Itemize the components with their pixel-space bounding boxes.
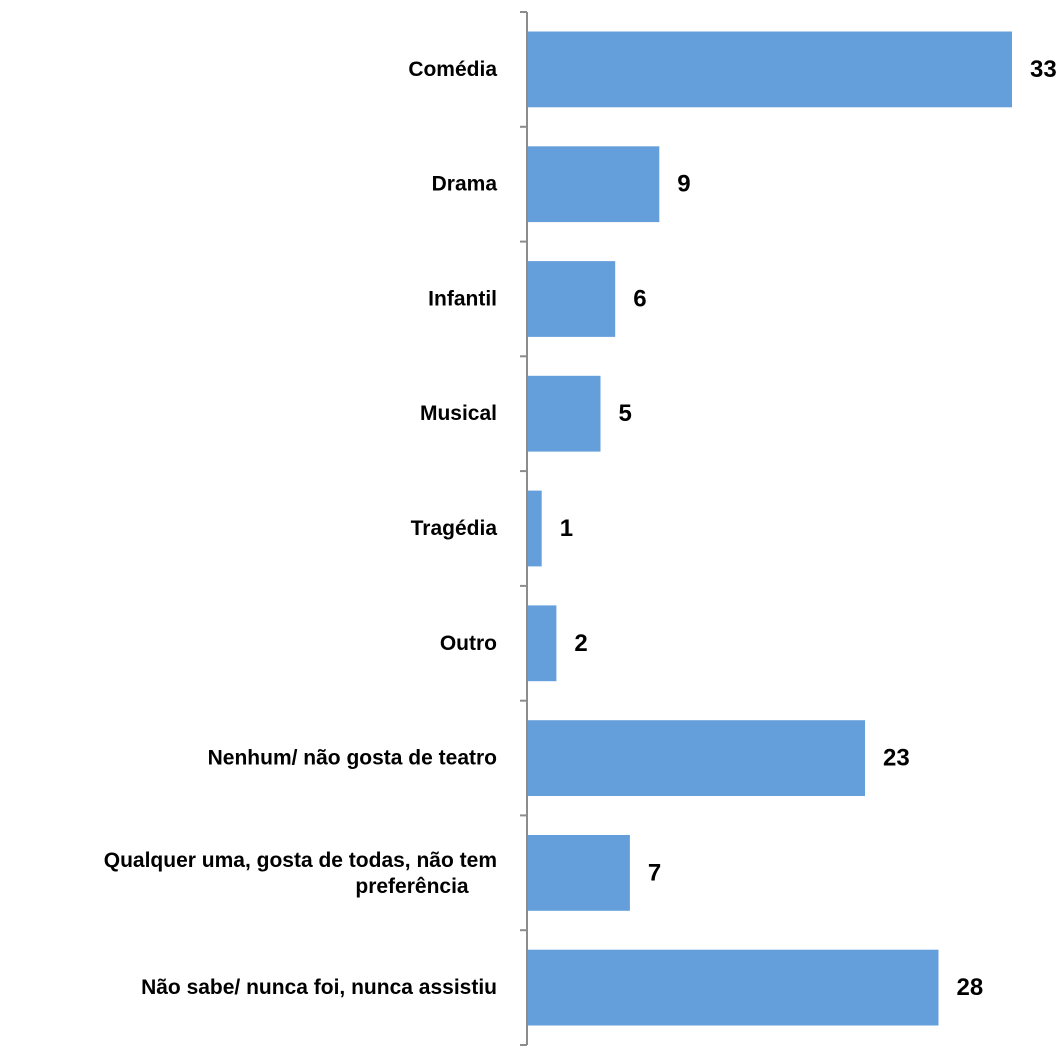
data-label-2: 9 — [677, 171, 690, 198]
category-label-6: Outro — [440, 632, 497, 655]
category-label-line: preferência — [355, 874, 469, 897]
category-label-5: Tragédia — [411, 517, 498, 540]
data-label-1: 33 — [1030, 56, 1057, 83]
category-label-1: Comédia — [408, 58, 497, 81]
bar-5 — [527, 490, 542, 567]
category-label-9: Não sabe/ nunca foi, nunca assistiu — [141, 976, 497, 999]
bar-6 — [527, 605, 557, 682]
axis-layer — [520, 11, 528, 1046]
data-label-5: 1 — [560, 515, 573, 542]
data-label-6: 2 — [574, 630, 587, 657]
bar-4 — [527, 375, 601, 452]
bar-1 — [527, 31, 1012, 108]
category-label-2: Drama — [432, 173, 498, 196]
data-label-4: 5 — [619, 400, 632, 427]
data-label-7: 23 — [883, 745, 910, 772]
bar-7 — [527, 720, 865, 796]
category-label-7: Nenhum/ não gosta de teatro — [208, 747, 497, 770]
category-label-8: Qualquer uma, gosta de todas, não tem pre… — [104, 848, 497, 897]
bars-layer — [527, 31, 1012, 1026]
category-label-4: Musical — [420, 402, 497, 425]
category-label-3: Infantil — [428, 287, 497, 310]
bar-8 — [527, 835, 630, 911]
labels-layer: Comédia 33 Drama 9 Infantil 6 Musical 5 Tragédia… — [104, 56, 1057, 1001]
category-label-line: Qualquer uma, gosta de todas, não tem — [104, 848, 497, 871]
data-label-8: 7 — [648, 859, 661, 886]
bar-3 — [527, 261, 616, 337]
bar-9 — [527, 949, 939, 1026]
data-label-9: 28 — [957, 974, 984, 1001]
data-label-3: 6 — [633, 285, 646, 312]
bar-2 — [527, 146, 660, 223]
